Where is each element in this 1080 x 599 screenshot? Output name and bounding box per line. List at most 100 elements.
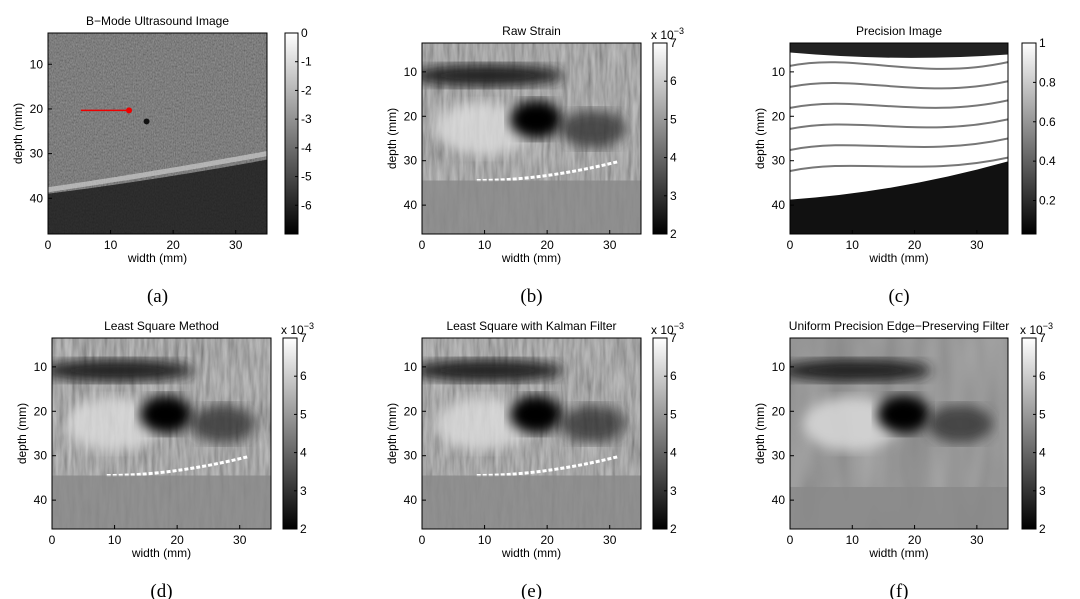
y-tick-label: 10 [30,57,44,71]
caption: (b) [520,286,542,307]
x-tick-label: 10 [104,238,118,252]
x-tick-label: 30 [603,238,617,252]
colorbar-tick-label: 5 [1039,407,1046,421]
caption: (e) [521,581,542,599]
x-tick-label: 30 [229,238,243,252]
image [52,338,271,529]
image-texture [559,109,626,149]
title: Least Square with Kalman Filter [446,319,616,333]
image-panel [790,338,1008,529]
image-texture [435,102,532,156]
colorbar-tick-label: 1 [1039,36,1046,50]
image-texture [139,395,193,434]
y-tick-label: 30 [772,449,786,463]
colorbar-tick-label: 7 [1039,331,1046,345]
y-tick-label: 10 [34,360,48,374]
image [422,43,641,234]
x-tick-label: 20 [908,238,922,252]
image-panel [422,43,641,234]
y-tick-label: 20 [772,404,786,418]
colorbar-tick-label: 4 [1039,446,1046,460]
image-panel [422,338,641,529]
y-axis-label: depth (mm) [385,403,399,464]
x-tick-label: 20 [540,238,554,252]
x-tick-label: 30 [970,533,984,547]
image-texture [790,161,1008,234]
colorbar-tick-label: -5 [301,170,312,184]
axes-frame [789,42,1009,235]
image-texture [106,454,250,478]
multiplier-exponent: −3 [1043,321,1053,331]
x-tick-label: 0 [787,533,794,547]
title: Least Square Method [104,319,219,333]
y-tick-label: 20 [34,404,48,418]
x-tick-label: 10 [478,533,492,547]
x-tick-label: 0 [45,238,52,252]
axes-frame [789,337,1009,530]
colorbar-tick-label: 3 [670,484,677,498]
caption: (a) [147,286,168,307]
x-axis-label: width (mm) [868,546,928,560]
image-texture [48,159,267,234]
y-tick-label: 20 [30,102,44,116]
image-texture [52,475,271,529]
y-axis-label: depth (mm) [753,403,767,464]
x-tick-label: 10 [108,533,122,547]
multiplier-base: x 10 [651,28,674,42]
x-tick-label: 20 [166,238,180,252]
image-texture [790,99,1008,109]
image-texture [803,397,899,451]
x-tick-label: 0 [49,533,56,547]
y-tick-label: 20 [404,404,418,418]
caption: (f) [890,581,909,599]
x-tick-label: 20 [540,533,554,547]
y-tick-label: 30 [404,449,418,463]
colorbar-tick-label: 2 [300,522,307,536]
colorbar-tick-label: 0.2 [1039,194,1056,208]
colorbar-tick-label: 2 [1039,522,1046,536]
image-texture [790,80,1008,90]
image-texture [65,397,162,451]
x-axis-label: width (mm) [501,251,561,265]
colorbar-tick-label: 5 [670,407,677,421]
y-tick-label: 20 [772,109,786,123]
x-axis-label: width (mm) [127,251,187,265]
image-texture [435,397,532,451]
y-axis-label: depth (mm) [753,108,767,169]
axes-frame [51,337,272,530]
image-texture [143,118,150,125]
y-tick-label: 30 [30,147,44,161]
axes-frame [47,32,268,235]
y-tick-label: 10 [772,360,786,374]
colorbar-tick-label: 6 [1039,369,1046,383]
image-texture [476,454,620,478]
image-texture [126,107,133,114]
image-panel [52,338,271,529]
colorbar-tick-label: 6 [300,369,307,383]
colorbar-tick-label: 6 [670,369,677,383]
colorbar [282,337,298,530]
colorbar-tick-label: -1 [301,55,312,69]
y-axis-label: depth (mm) [385,108,399,169]
colorbar-tick-label: 4 [670,151,677,165]
y-tick-label: 20 [404,109,418,123]
axes-frame [421,337,642,530]
colorbar-tick-label: 6 [670,74,677,88]
image [422,338,641,529]
colorbar-tick-label: 5 [670,112,677,126]
colorbar-tick-label: 0.4 [1039,154,1056,168]
colorbar-tick-label: -3 [301,112,312,126]
image-texture [790,486,1008,529]
y-tick-label: 30 [772,154,786,168]
image-texture [422,475,641,529]
y-tick-label: 40 [772,493,786,507]
x-tick-label: 10 [478,238,492,252]
image-texture [48,151,267,193]
image-texture [790,118,1008,130]
colorbar-tick-label: 0.6 [1039,115,1056,129]
image-texture [790,137,1008,151]
x-tick-label: 20 [908,533,922,547]
colorbar [1021,42,1037,235]
colorbar-tick-label: 3 [670,189,677,203]
